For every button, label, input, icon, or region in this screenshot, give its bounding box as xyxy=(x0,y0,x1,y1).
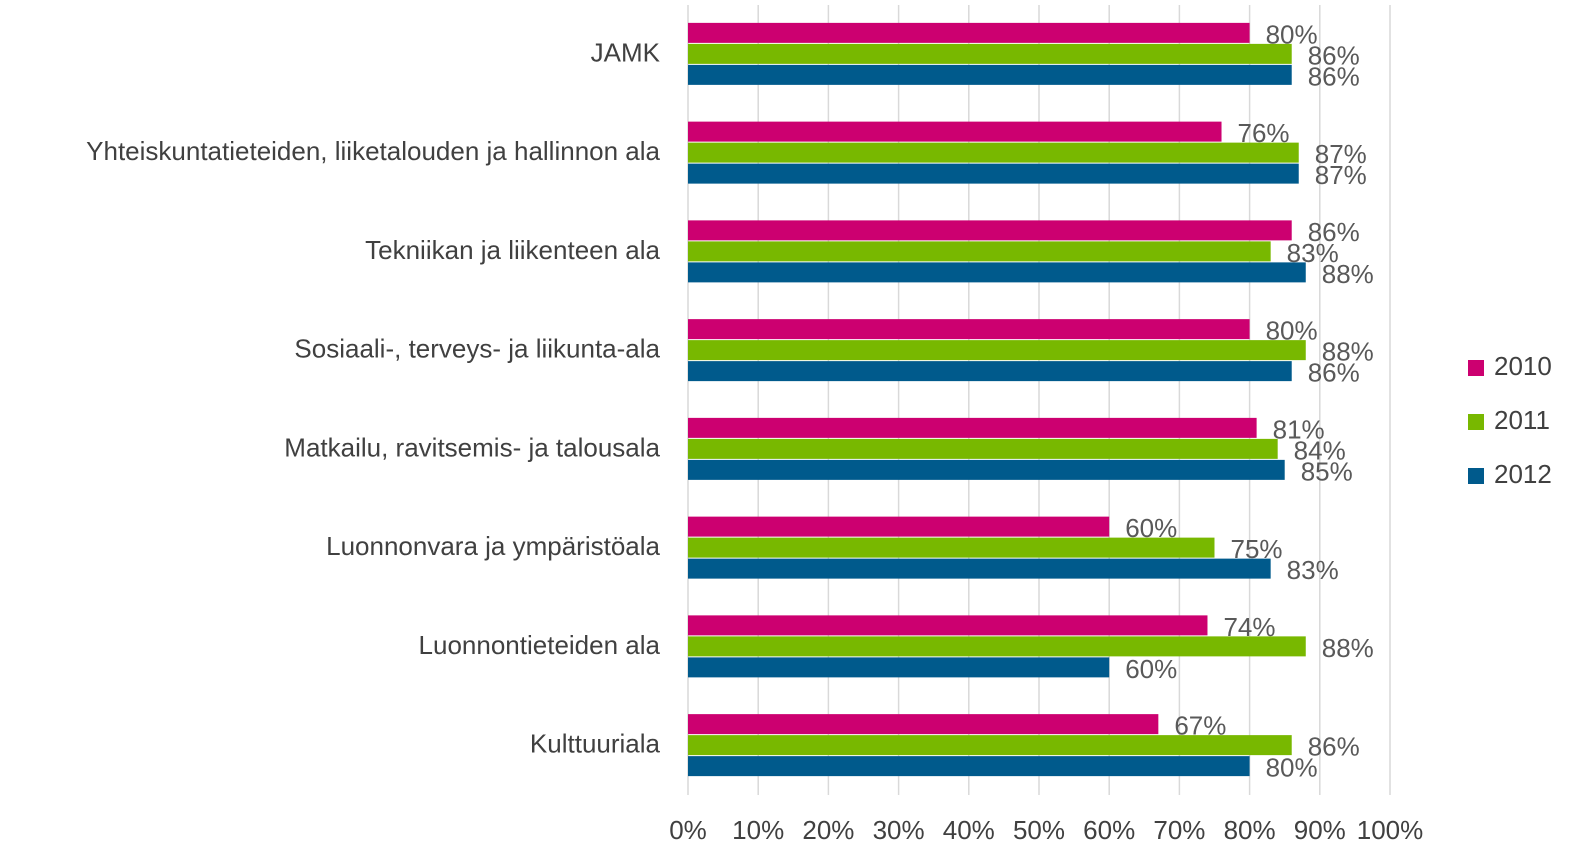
legend-label: 2011 xyxy=(1494,405,1550,435)
bar xyxy=(688,121,1222,142)
x-tick-label: 60% xyxy=(1083,815,1135,845)
bar xyxy=(688,220,1292,241)
data-label: 84% xyxy=(1294,435,1346,465)
bar xyxy=(688,615,1208,636)
data-label: 86% xyxy=(1308,217,1360,247)
y-tick-label: Matkailu, ravitsemis- ja talousala xyxy=(284,432,660,462)
x-tick-label: 40% xyxy=(943,815,995,845)
data-label: 88% xyxy=(1322,259,1374,289)
bar xyxy=(688,459,1285,480)
x-tick-label: 70% xyxy=(1153,815,1205,845)
x-tick-label: 30% xyxy=(873,815,925,845)
bar xyxy=(688,241,1271,262)
bar xyxy=(688,361,1292,382)
bar xyxy=(688,340,1306,361)
x-tick-label: 100% xyxy=(1357,815,1424,845)
data-label: 60% xyxy=(1125,654,1177,684)
y-tick-label: Luonnonvara ja ympäristöala xyxy=(326,531,660,561)
data-label: 87% xyxy=(1315,139,1367,169)
y-tick-label: Kulttuuriala xyxy=(530,729,661,759)
data-label: 88% xyxy=(1322,633,1374,663)
bar xyxy=(688,537,1215,558)
x-tick-label: 0% xyxy=(669,815,707,845)
legend-swatch xyxy=(1468,360,1484,376)
data-label: 80% xyxy=(1266,753,1318,783)
legend-swatch xyxy=(1468,414,1484,430)
legend-label: 2010 xyxy=(1494,351,1552,381)
bar xyxy=(688,516,1110,537)
bar xyxy=(688,636,1306,657)
legend-label: 2012 xyxy=(1494,459,1552,489)
x-tick-label: 90% xyxy=(1294,815,1346,845)
bar xyxy=(688,163,1299,184)
bar xyxy=(688,142,1299,163)
data-label: 85% xyxy=(1301,456,1353,486)
bar xyxy=(688,735,1292,756)
bar xyxy=(688,756,1250,777)
bar xyxy=(688,438,1278,459)
data-label: 86% xyxy=(1308,40,1360,70)
bar xyxy=(688,64,1292,85)
bar xyxy=(688,22,1250,43)
bar xyxy=(688,319,1250,340)
x-tick-label: 80% xyxy=(1224,815,1276,845)
y-tick-label: Yhteiskuntatieteiden, liiketalouden ja h… xyxy=(86,136,660,166)
bar xyxy=(688,417,1257,438)
data-label: 88% xyxy=(1322,337,1374,367)
y-tick-label: JAMK xyxy=(591,37,661,67)
x-tick-label: 50% xyxy=(1013,815,1065,845)
data-label: 87% xyxy=(1315,160,1367,190)
bar xyxy=(688,657,1110,678)
x-tick-label: 10% xyxy=(732,815,784,845)
data-label: 86% xyxy=(1308,358,1360,388)
y-tick-label: Tekniikan ja liikenteen ala xyxy=(365,235,660,265)
data-label: 86% xyxy=(1308,732,1360,762)
bar xyxy=(688,714,1159,735)
bar xyxy=(688,43,1292,64)
y-tick-label: Sosiaali-, terveys- ja liikunta-ala xyxy=(294,334,660,364)
y-tick-label: Luonnontieteiden ala xyxy=(419,630,661,660)
bar xyxy=(688,558,1271,579)
data-label: 81% xyxy=(1273,414,1325,444)
data-label: 83% xyxy=(1287,555,1339,585)
data-label: 86% xyxy=(1308,61,1360,91)
bar xyxy=(688,262,1306,283)
legend-swatch xyxy=(1468,468,1484,484)
x-tick-label: 20% xyxy=(802,815,854,845)
